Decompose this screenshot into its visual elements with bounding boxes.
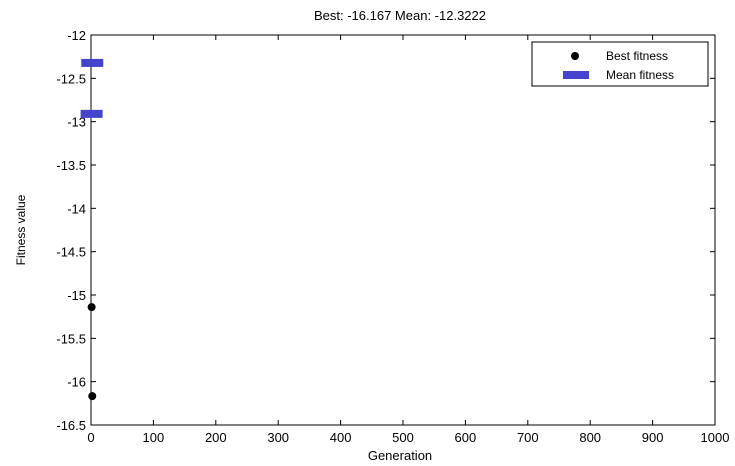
x-tick-label: 200 <box>205 430 227 445</box>
x-tick-label: 500 <box>392 430 414 445</box>
mean-fitness-point <box>81 58 104 67</box>
y-tick-label: -15.5 <box>56 331 86 346</box>
x-axis-ticks: 0 100 200 300 400 500 600 700 800 900 1000 <box>87 35 729 445</box>
x-tick-label: 1000 <box>701 430 730 445</box>
y-axis-label: Fitness value <box>14 194 28 265</box>
y-tick-label: -14.5 <box>56 245 86 260</box>
x-axis-label: Generation <box>368 448 432 463</box>
best-fitness-point <box>87 303 96 312</box>
legend-best-label: Best fitness <box>606 49 668 63</box>
y-tick-label: -13.5 <box>56 158 86 173</box>
mean-fitness-point <box>80 109 103 118</box>
x-tick-label: 0 <box>87 430 94 445</box>
y-tick-label: -16 <box>67 375 86 390</box>
x-tick-label: 300 <box>267 430 289 445</box>
plot-area <box>90 34 716 426</box>
y-tick-label: -13 <box>67 115 86 130</box>
legend-mean-label: Mean fitness <box>606 68 674 82</box>
y-axis-ticks: -12 -12.5 -13 -13.5 -14 -14.5 -15 -15.5 -16 -16.5 <box>56 28 715 433</box>
y-tick-label: -15 <box>67 288 86 303</box>
chart-title: Best: -16.167 Mean: -12.3222 <box>314 8 486 23</box>
legend: Best fitness Mean fitness <box>531 41 709 87</box>
legend-box <box>531 41 709 87</box>
x-tick-label: 600 <box>455 430 477 445</box>
x-tick-label: 400 <box>330 430 352 445</box>
y-tick-label: -14 <box>67 201 86 216</box>
legend-best-marker <box>571 52 579 60</box>
series-marks <box>80 58 104 401</box>
y-tick-label: -12.5 <box>56 71 86 86</box>
best-fitness-point <box>88 392 97 401</box>
x-tick-label: 900 <box>642 430 664 445</box>
legend-mean-marker <box>563 71 589 79</box>
y-tick-label: -16.5 <box>56 418 86 433</box>
x-tick-label: 800 <box>579 430 601 445</box>
x-tick-label: 700 <box>517 430 539 445</box>
y-tick-label: -12 <box>67 28 86 43</box>
x-tick-label: 100 <box>143 430 165 445</box>
